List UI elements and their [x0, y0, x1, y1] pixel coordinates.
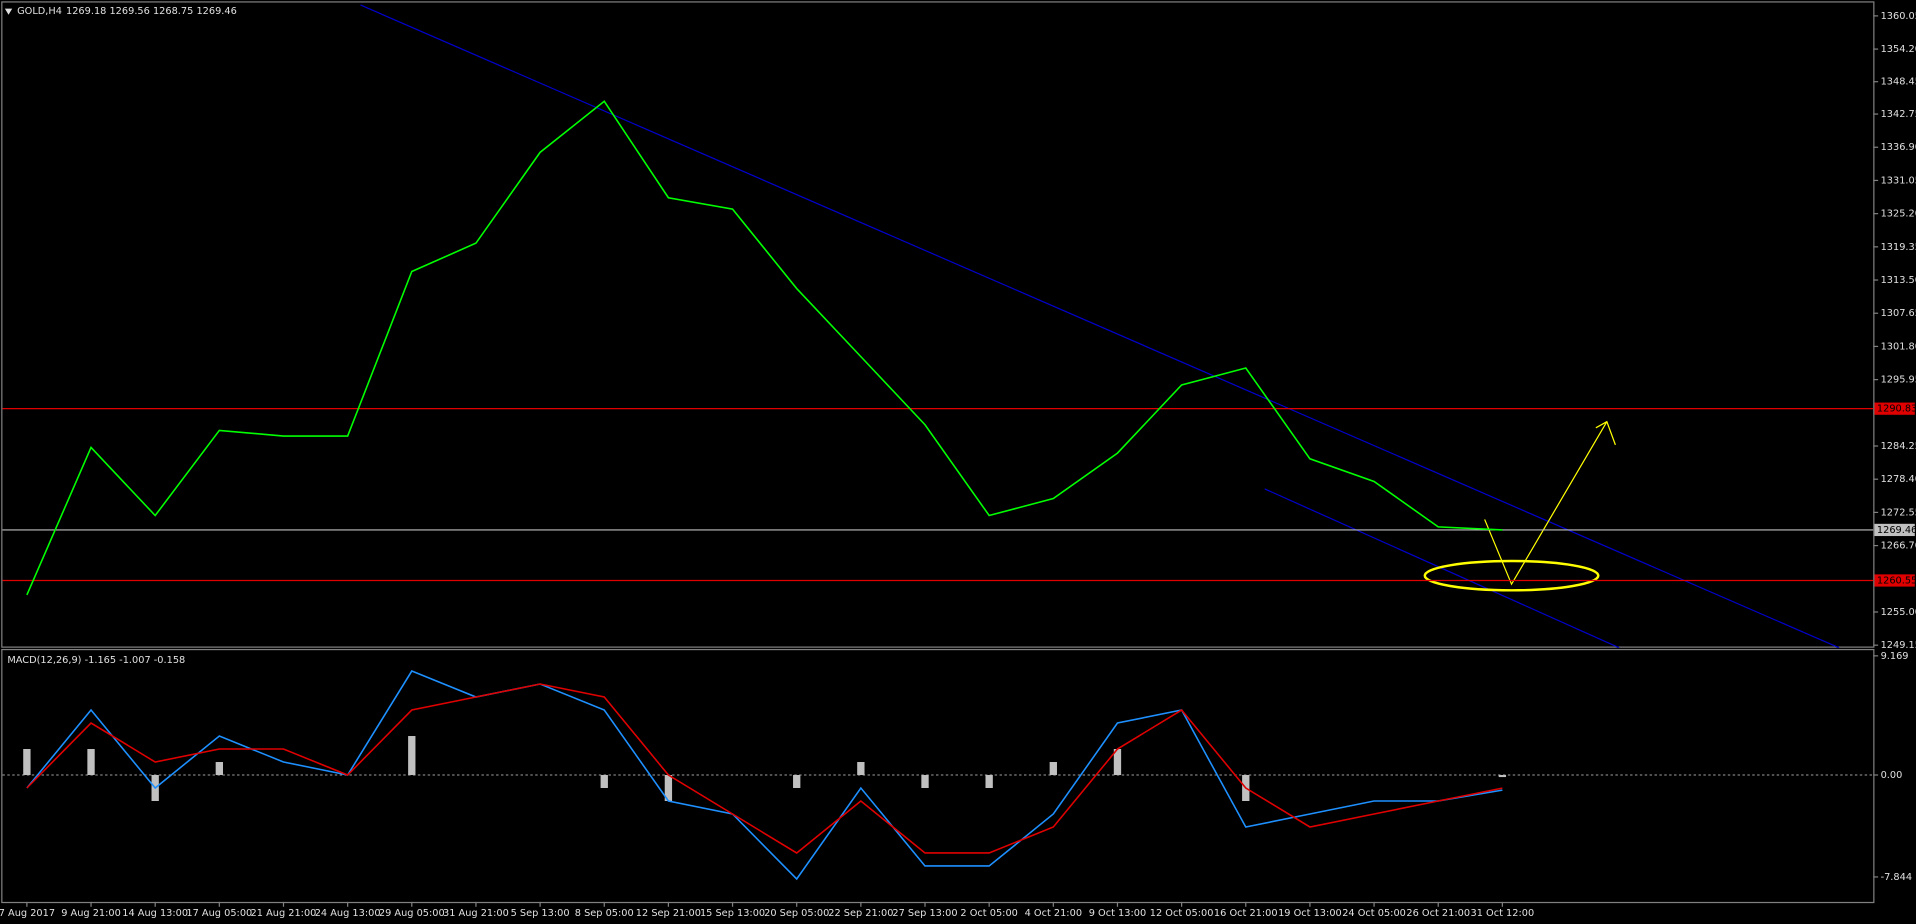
- x-tick-label: 27 Sep 13:00: [892, 908, 957, 919]
- y-tick-label: 1348.45: [1881, 77, 1916, 88]
- y-tick-label: 1360.05: [1881, 11, 1916, 22]
- y-tick-label: 1342.75: [1881, 109, 1916, 120]
- y-tick-label: 1255.00: [1881, 607, 1916, 618]
- x-tick-label: 24 Aug 13:00: [315, 908, 381, 919]
- x-tick-label: 31 Oct 12:00: [1471, 908, 1535, 919]
- ohlc-readout: 1269.18 1269.56 1268.75 1269.46: [66, 6, 237, 17]
- y-tick-label: 1354.20: [1881, 44, 1916, 55]
- trend-line: [360, 4, 1840, 649]
- x-tick-label: 9 Aug 21:00: [61, 908, 121, 919]
- y-tick-label: 9.169: [1881, 651, 1909, 662]
- y-tick-label: 1325.20: [1881, 209, 1916, 220]
- series-line: [26, 100, 1503, 596]
- x-tick-label: 7 Aug 2017: [0, 908, 55, 919]
- x-tick-label: 8 Sep 05:00: [575, 908, 634, 919]
- histogram-bar: [857, 762, 865, 776]
- x-tick-label: 12 Sep 21:00: [636, 908, 701, 919]
- price-label-bg: [1874, 402, 1915, 415]
- macd-title: MACD(12,26,9) -1.165 -1.007 -0.158: [7, 655, 185, 666]
- price-label-bg: [1874, 574, 1915, 587]
- price-label: 1290.83: [1877, 404, 1916, 415]
- price-label-bg: [1874, 523, 1915, 537]
- y-tick-label: 0.00: [1881, 770, 1903, 781]
- price-label: 1269.46: [1877, 525, 1916, 536]
- y-tick-label: 1336.90: [1881, 142, 1916, 153]
- y-tick-label: 1319.35: [1881, 242, 1916, 253]
- histogram-bar: [408, 736, 416, 776]
- target-ellipse: [1423, 559, 1600, 592]
- projection-arrow: [1484, 421, 1608, 586]
- y-tick-label: 1331.05: [1881, 175, 1916, 186]
- price-label: 1260.55: [1877, 575, 1916, 586]
- series-line: [26, 683, 1503, 854]
- x-tick-label: 14 Aug 13:00: [122, 908, 188, 919]
- histogram-bar: [793, 775, 801, 789]
- series-line: [26, 670, 1503, 881]
- histogram-bar: [921, 775, 929, 789]
- histogram-bar: [1113, 749, 1122, 776]
- histogram-bar: [215, 762, 224, 776]
- histogram-bar: [664, 775, 673, 801]
- x-tick-label: 16 Oct 21:00: [1214, 908, 1278, 919]
- x-tick-label: 19 Oct 13:00: [1278, 908, 1342, 919]
- x-tick-label: 20 Sep 05:00: [764, 908, 829, 919]
- x-tick-label: 17 Aug 05:00: [186, 908, 252, 919]
- histogram-bar: [23, 749, 31, 776]
- y-tick-label: 1295.95: [1881, 375, 1916, 386]
- x-tick-label: 12 Oct 05:00: [1150, 908, 1214, 919]
- x-tick-label: 9 Oct 13:00: [1089, 908, 1146, 919]
- y-tick-label: 1301.80: [1881, 341, 1916, 352]
- x-tick-label: 2 Oct 05:00: [960, 908, 1017, 919]
- histogram-bar: [600, 775, 608, 789]
- x-tick-label: 24 Oct 05:00: [1342, 908, 1406, 919]
- x-tick-label: 22 Sep 21:00: [828, 908, 893, 919]
- histogram-bar: [87, 749, 95, 776]
- symbol-title: GOLD,H4: [17, 6, 62, 17]
- x-tick-label: 29 Aug 05:00: [379, 908, 445, 919]
- x-tick-label: 4 Oct 21:00: [1025, 908, 1082, 919]
- x-tick-label: 5 Sep 13:00: [511, 908, 570, 919]
- y-tick-label: 1249.15: [1881, 640, 1916, 651]
- x-tick-label: 26 Oct 21:00: [1406, 908, 1470, 919]
- arrow-head: [1595, 420, 1616, 446]
- histogram-bar: [1498, 775, 1507, 778]
- histogram-bar: [1049, 762, 1057, 776]
- y-tick-label: 1307.65: [1881, 308, 1916, 319]
- macd-panel-frame: [1, 648, 1875, 904]
- y-tick-label: 1313.50: [1881, 275, 1916, 286]
- x-tick-label: 21 Aug 21:00: [251, 908, 317, 919]
- y-tick-label: 1266.70: [1881, 541, 1916, 552]
- x-tick-label: 15 Sep 13:00: [700, 908, 765, 919]
- menu-triangle[interactable]: [4, 8, 13, 15]
- histogram-bar: [985, 775, 993, 789]
- y-tick-label: 1278.40: [1881, 474, 1916, 485]
- trend-line: [1264, 488, 1620, 649]
- price-panel-frame: [1, 1, 1875, 648]
- y-tick-label: 1284.25: [1881, 441, 1916, 452]
- x-tick-label: 31 Aug 21:00: [443, 908, 509, 919]
- y-tick-label: 1272.55: [1881, 507, 1916, 518]
- y-tick-label: -7.844: [1881, 872, 1912, 883]
